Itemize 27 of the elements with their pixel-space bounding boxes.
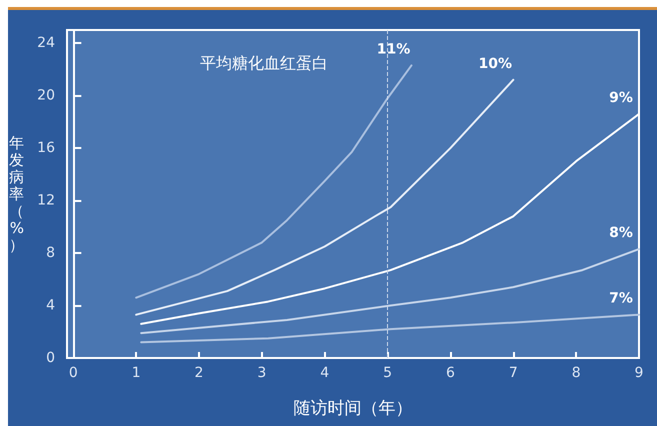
series-label: 10% <box>478 56 512 72</box>
x-tick-label: 9 <box>634 365 644 381</box>
x-tick-label: 8 <box>572 365 581 381</box>
x-axis-title: 随访时间（年） <box>294 398 412 418</box>
x-tick-label: 0 <box>68 365 78 381</box>
series-label: 7% <box>609 290 633 307</box>
series-label: 11% <box>376 41 410 58</box>
y-tick-label: 8 <box>46 245 55 262</box>
y-tick-label: 20 <box>37 88 55 104</box>
x-tick-label: 4 <box>320 365 330 381</box>
text: 平均糖化血红蛋白 <box>200 54 328 72</box>
y-tick-label: 24 <box>37 35 56 52</box>
x-tick-label: 3 <box>257 365 266 381</box>
y-tick-label: 16 <box>37 140 56 156</box>
y-tick-label: 4 <box>46 298 56 314</box>
x-tick-label: 5 <box>383 365 392 381</box>
x-tick-label: 7 <box>508 365 518 381</box>
series-label: 8% <box>609 225 633 242</box>
x-tick-label: 1 <box>132 365 141 381</box>
y-tick-label: 12 <box>37 192 55 209</box>
x-tick-label: 6 <box>446 365 455 381</box>
y-axis-title: 年发病率（%） <box>9 134 24 254</box>
series-label: 9% <box>609 90 633 106</box>
x-tick-label: 2 <box>194 365 204 381</box>
line-series <box>135 78 514 316</box>
y-tick-label: 0 <box>46 350 55 366</box>
line-series <box>140 314 640 344</box>
